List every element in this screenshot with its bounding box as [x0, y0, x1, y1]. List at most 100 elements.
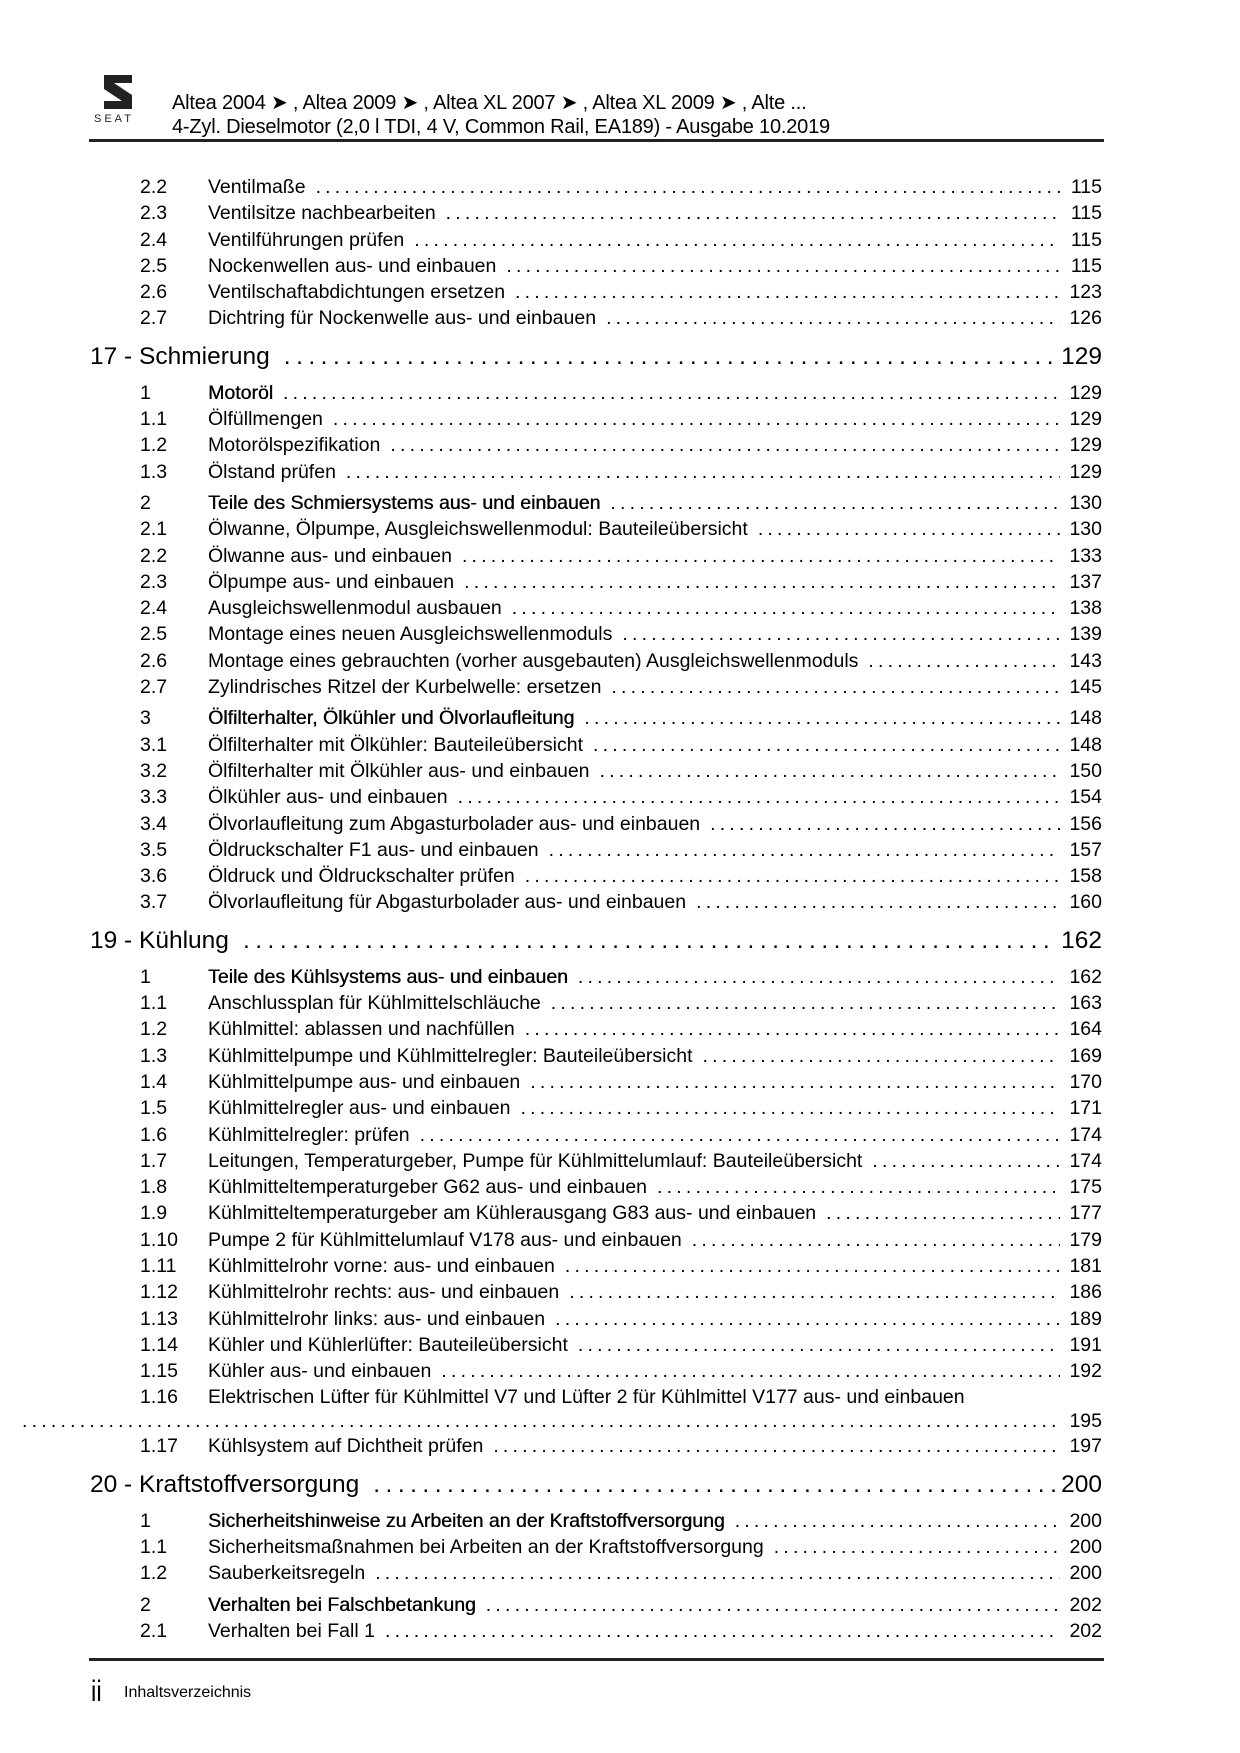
dot-leader: ........................................…: [511, 597, 1060, 620]
toc-entry[interactable]: 2.3 Ölpumpe aus- und einbauen............…: [90, 571, 1102, 597]
toc-entry[interactable]: 2.5 Nockenwellen aus- und einbauen.......…: [90, 255, 1102, 281]
page-ref: 160: [1069, 891, 1102, 914]
toc-entry[interactable]: 2.7 Dichtring für Nockenwelle aus- und ei…: [90, 307, 1102, 333]
page-ref: 145: [1069, 676, 1102, 699]
page-ref: 129: [1069, 460, 1102, 483]
entry-title: Kühlmitteltemperaturgeber G62 aus- und e…: [208, 1176, 648, 1199]
entry-title: Ölpumpe aus- und einbauen: [208, 570, 455, 593]
toc-entry[interactable]: 1.13 Kühlmittelrohr links: aus- und einba…: [90, 1308, 1102, 1334]
toc-entry[interactable]: 1.2 Sauberkeitsregeln....................…: [90, 1562, 1102, 1588]
entry-number: 3.7: [140, 891, 168, 914]
entry-number: 2.7: [140, 676, 168, 699]
dot-leader: ........................................…: [599, 759, 1060, 782]
toc-entry[interactable]: 1.2 Kühlmittel: ablassen und nachfüllen..…: [90, 1018, 1102, 1044]
toc-entry[interactable]: 3.4 Ölvorlaufleitung zum Abgasturbolader …: [90, 813, 1102, 839]
toc-entry[interactable]: 1.3 Kühlmittelpumpe und Kühlmittelregler:…: [90, 1045, 1102, 1071]
page-ref: 115: [1070, 202, 1102, 225]
toc-entry[interactable]: 2.7 Zylindrisches Ritzel der Kurbelwelle:…: [90, 676, 1102, 702]
entry-number: 1.12: [140, 1281, 178, 1304]
toc-entry[interactable]: 1.15 Kühler aus- und einbauen............…: [90, 1360, 1102, 1386]
entry-number: 2.1: [140, 518, 168, 541]
toc-entry[interactable]: 1.2 Motorölspezifikation.................…: [90, 434, 1102, 460]
toc-entry[interactable]: 1.1 Anschlussplan für Kühlmittelschläuche…: [90, 992, 1102, 1018]
toc-entry[interactable]: 1.11 Kühlmittelrohr vorne: aus- und einba…: [90, 1255, 1102, 1281]
page-ref: 174: [1069, 1123, 1102, 1146]
toc-entry[interactable]: 1.17 Kühlsystem auf Dichtheit prüfen.....…: [90, 1435, 1102, 1461]
entry-number: 1.2: [140, 1018, 168, 1041]
entry-title: Ventilsitze nachbearbeiten: [208, 202, 436, 225]
dot-leader: ........................................…: [550, 992, 1060, 1015]
toc-entry[interactable]: 1.4 Kühlmittelpumpe aus- und einbauen....…: [90, 1071, 1102, 1097]
toc-entry[interactable]: 2.5 Montage eines neuen Ausgleichswellenm…: [90, 623, 1102, 649]
footer-label: Inhaltsverzeichnis: [124, 1684, 252, 1701]
toc-section[interactable]: 1 Motoröl................................…: [90, 382, 1102, 408]
dot-leader: ........................................…: [564, 1254, 1060, 1277]
entry-title: Kühlmittelpumpe aus- und einbauen: [208, 1070, 521, 1093]
toc-entry[interactable]: 1.10 Pumpe 2 für Kühlmittelumlauf V178 au…: [90, 1229, 1102, 1255]
toc-section[interactable]: 2 Verhalten bei Falschbetankung..........…: [90, 1594, 1102, 1620]
page-ref: 162: [1061, 926, 1102, 954]
toc-entry[interactable]: 3.3 Ölkühler aus- und einbauen...........…: [90, 786, 1102, 812]
toc-chapter[interactable]: 17 - Schmierung.........................…: [90, 343, 1102, 377]
toc-entry[interactable]: 2.3 Ventilsitze nachbearbeiten...........…: [90, 202, 1102, 228]
toc-entry[interactable]: 2.2 Ölwanne aus- und einbauen............…: [90, 545, 1102, 571]
page-ref: 164: [1069, 1018, 1102, 1041]
toc-entry[interactable]: 1.3 Ölstand prüfen.......................…: [90, 461, 1102, 487]
toc-entry[interactable]: 2.4 Ausgleichswellenmodul ausbauen.......…: [90, 597, 1102, 623]
toc-entry[interactable]: 2.1 Ölwanne, Ölpumpe, Ausgleichswellenmod…: [90, 518, 1102, 544]
page-ref: 133: [1069, 544, 1102, 567]
toc-section[interactable]: 3 Ölfilterhalter, Ölkühler und Ölvorlaufl…: [90, 707, 1102, 733]
toc-entry[interactable]: 1.5 Kühlmittelregler aus- und einbauen...…: [90, 1097, 1102, 1123]
dot-leader: ........................................…: [485, 1593, 1060, 1616]
entry-number: 2.5: [140, 623, 168, 646]
toc-entry[interactable]: 3.6 Öldruck und Öldruckschalter prüfen...…: [90, 865, 1102, 891]
toc-entry[interactable]: 2.6 Ventilschaftabdichtungen ersetzen....…: [90, 281, 1102, 307]
toc-entry[interactable]: 1.12 Kühlmittelrohr rechts: aus- und einb…: [90, 1281, 1102, 1307]
entry-number: 2.6: [140, 649, 168, 672]
toc-entry[interactable]: 1.1 Ölfüllmengen.........................…: [90, 408, 1102, 434]
dot-leader: ........................................…: [441, 1360, 1060, 1383]
entry-title: Ausgleichswellenmodul ausbauen: [208, 597, 502, 620]
toc-chapter[interactable]: 19 - Kühlung............................…: [90, 927, 1102, 961]
toc-chapter[interactable]: 20 - Kraftstoffversorgung...............…: [90, 1471, 1102, 1505]
toc-entry[interactable]: 3.7 Ölvorlaufleitung für Abgasturbolader …: [90, 891, 1102, 917]
toc-entry[interactable]: 1.9 Kühlmitteltemperaturgeber am Kühlerau…: [90, 1202, 1102, 1228]
toc-entry[interactable]: 1.8 Kühlmitteltemperaturgeber G62 aus- un…: [90, 1176, 1102, 1202]
page-ref: 148: [1069, 707, 1102, 730]
toc-entry[interactable]: 2.1 Verhalten bei Fall 1.................…: [90, 1620, 1102, 1646]
entry-title: Ventilschaftabdichtungen ersetzen: [208, 281, 506, 304]
toc-entry[interactable]: 1.14 Kühler und Kühlerlüfter: Bauteileübe…: [90, 1334, 1102, 1360]
page-ref: 170: [1069, 1070, 1102, 1093]
entry-title: Verhalten bei Falschbetankung: [208, 1593, 476, 1616]
toc-entry[interactable]: 1.6 Kühlmittelregler: prüfen.............…: [90, 1124, 1102, 1150]
dot-leader: ........................................…: [373, 1470, 1058, 1498]
entry-title: Kühler aus- und einbauen: [208, 1360, 432, 1383]
toc-entry[interactable]: 3.5 Öldruckschalter F1 aus- und einbauen.…: [90, 839, 1102, 865]
toc-entry[interactable]: 1.1 Sicherheitsmaßnahmen bei Arbeiten an …: [90, 1536, 1102, 1562]
entry-number: 2.3: [140, 570, 168, 593]
toc-entry[interactable]: 1.7 Leitungen, Temperaturgeber, Pumpe für…: [90, 1150, 1102, 1176]
entry-number: 3.2: [140, 759, 168, 782]
page-ref: 169: [1069, 1044, 1102, 1067]
entry-number: 1.7: [140, 1149, 168, 1172]
toc-entry[interactable]: 2.2 Ventilmaße...........................…: [90, 176, 1102, 202]
toc-section[interactable]: 1 Sicherheitshinweise zu Arbeiten an der …: [90, 1510, 1102, 1536]
page-ref: 189: [1069, 1307, 1102, 1330]
toc-entry[interactable]: 1.16 Elektrischen Lüfter für Kühlmittel V…: [22, 1386, 1102, 1435]
entry-number: 1.17: [140, 1435, 178, 1458]
dot-leader: ........................................…: [622, 623, 1060, 646]
toc-entry[interactable]: 2.6 Montage eines gebrauchten (vorher aus…: [90, 650, 1102, 676]
toc-entry[interactable]: 2.4 Ventilführungen prüfen...............…: [90, 229, 1102, 255]
entry-title: Sicherheitsmaßnahmen bei Arbeiten an der…: [208, 1536, 764, 1559]
entry-title: Ölkühler aus- und einbauen: [208, 786, 448, 809]
toc-section[interactable]: 2 Teile des Schmiersystems aus- und einba…: [90, 492, 1102, 518]
entry-number: 1.3: [140, 1044, 168, 1067]
toc-section[interactable]: 1 Teile des Kühlsystems aus- und einbauen…: [90, 966, 1102, 992]
toc-entry[interactable]: 3.1 Ölfilterhalter mit Ölkühler: Bauteile…: [90, 734, 1102, 760]
entry-title: Ölvorlaufleitung für Abgasturbolader aus…: [208, 891, 687, 914]
page-ref: 171: [1069, 1097, 1102, 1120]
toc-entry[interactable]: 3.2 Ölfilterhalter mit Ölkühler aus- und …: [90, 760, 1102, 786]
page-ref: 163: [1069, 992, 1102, 1015]
dot-leader: ........................................…: [872, 1149, 1060, 1172]
dot-leader: ........................................…: [696, 891, 1060, 914]
